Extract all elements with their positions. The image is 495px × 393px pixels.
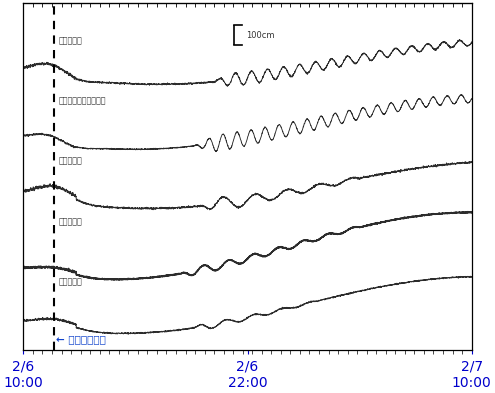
Text: 港）久慈港: 港）久慈港: [58, 36, 82, 45]
Text: 八丈島八重根（巨大）: 八丈島八重根（巨大）: [58, 96, 106, 105]
Text: 奈美市小湊: 奈美市小湊: [58, 277, 82, 286]
Text: ← 地震発生時刻: ← 地震発生時刻: [56, 334, 106, 344]
Text: 100cm: 100cm: [246, 31, 274, 40]
Text: 海）中之島: 海）中之島: [58, 217, 82, 226]
Text: 港）須崎港: 港）須崎港: [58, 157, 82, 166]
